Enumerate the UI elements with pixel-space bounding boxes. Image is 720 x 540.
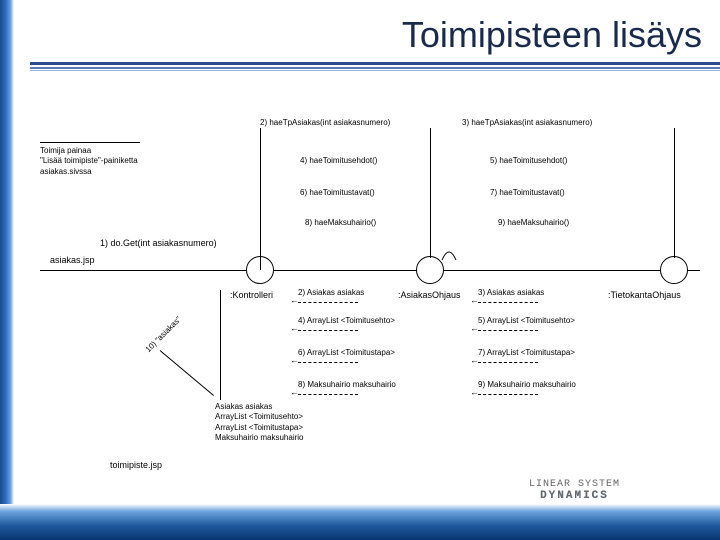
msg-3: 3) haeTpAsiakas(int asiakasnumero) [462,118,592,127]
msg-7: 7) haeToimitustavat() [490,188,565,197]
arrow-left-icon: ← [470,356,479,365]
arrow-left-icon: ← [470,388,479,397]
ret-7: 7) ArrayList <Toimitustapa> [478,348,575,357]
tick-col-2 [260,128,261,270]
ret-8-dash [298,394,358,395]
left-gradient-stripe [0,0,14,540]
sequence-diagram: Toimija painaa"Lisää toimipiste"-painike… [20,90,710,480]
arrow-left-icon: ← [290,356,299,365]
logo-line2: DYNAMICS [529,490,620,502]
lifeline-axis [40,270,700,271]
ret-2-dash [298,302,358,303]
ret-2: 2) Asiakas asiakas [298,288,364,297]
tick-col-5 [674,128,675,258]
ret-5: 5) ArrayList <Toimitusehto> [478,316,575,325]
logo: LINEAR SYSTEM DYNAMICS [529,479,620,502]
participant-kontrolleri: :Kontrolleri [230,290,273,300]
arrow-left-icon: ← [470,296,479,305]
ret-9-dash [478,394,538,395]
msg-8: 8) haeMaksuhairio() [305,218,376,227]
ret-4-dash [298,330,358,331]
msg-4: 4) haeToimitusehdot() [300,156,377,165]
actor-note: Toimija painaa"Lisää toimipiste"-painike… [40,142,170,177]
participant-toimipiste-jsp: toimipiste.jsp [110,460,162,470]
participant-tietokantaohjaus: :TietokantaOhjaus [608,290,681,300]
self-loop-icon [440,248,458,262]
arrow-left-icon: ← [290,296,299,305]
logo-line1: LINEAR SYSTEM [529,479,620,490]
msg-6: 6) haeToimitustavat() [300,188,375,197]
actor-note-text: Toimija painaa"Lisää toimipiste"-painike… [40,146,138,176]
diag-return-label: 10) "asiakas" [144,315,183,354]
lifeline-tietokantaohjaus [660,256,688,284]
ret-6: 6) ArrayList <Toimitustapa> [298,348,395,357]
msg-5: 5) haeToimitusehdot() [490,156,567,165]
ret-3: 3) Asiakas asiakas [478,288,544,297]
ret-7-dash [478,362,538,363]
arrow-left-icon: ← [290,324,299,333]
return-bundle-note: Asiakas asiakasArrayList <Toimitusehto>A… [215,402,365,444]
msg-9: 9) haeMaksuhairio() [498,218,569,227]
participant-asiakas-jsp: asiakas.jsp [50,255,95,265]
ret-4: 4) ArrayList <Toimitusehto> [298,316,395,325]
bottom-gradient-stripe [0,504,720,540]
ret-6-dash [298,362,358,363]
ret-9: 9) Maksuhairio maksuhairio [478,380,576,389]
ret-5-dash [478,330,538,331]
ret-collect-tick [220,290,221,400]
ret-8: 8) Maksuhairio maksuhairio [298,380,396,389]
diag-return-line [160,350,214,396]
arrow-left-icon: ← [290,388,299,397]
arrow-left-icon: ← [470,324,479,333]
ret-3-dash [478,302,538,303]
participant-asiakasohjaus: :AsiakasOhjaus [398,290,461,300]
msg-2: 2) haeTpAsiakas(int asiakasnumero) [260,118,390,127]
tick-col-3 [430,128,431,258]
title-underline [30,62,720,71]
slide-title: Toimipisteen lisäys [402,14,702,56]
msg-1: 1) do.Get(int asiakasnumero) [100,238,217,248]
